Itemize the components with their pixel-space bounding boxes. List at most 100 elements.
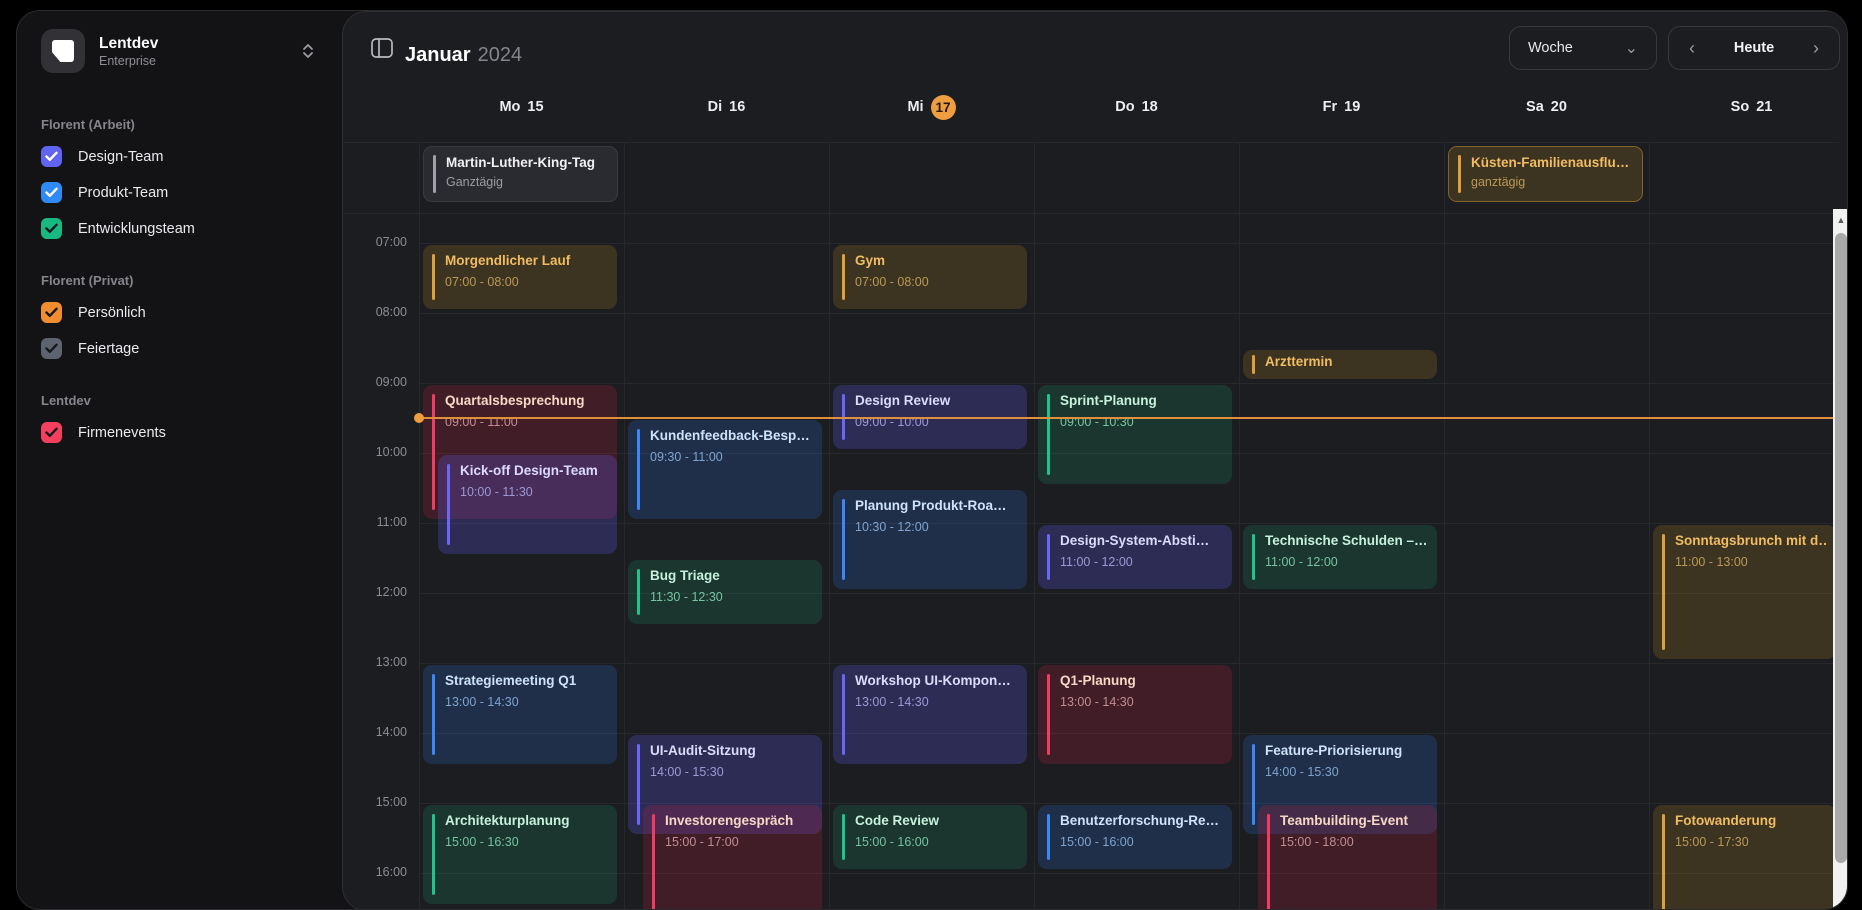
calendar-list-item[interactable]: Design-Team [41, 146, 318, 167]
event[interactable]: Sprint-Planung 09:00 - 10:30 [1038, 385, 1232, 484]
hour-gridline [419, 453, 1839, 454]
event[interactable]: Strategiemeeting Q1 13:00 - 14:30 [423, 665, 617, 764]
hour-gridline [419, 873, 1839, 874]
org-switcher[interactable]: Lentdev Enterprise [41, 29, 318, 73]
hour-gridline [419, 663, 1839, 664]
event-title: Kundenfeedback-Besp… [650, 428, 810, 443]
scrollbar-thumb[interactable] [1835, 233, 1847, 863]
sidebar-toggle-icon[interactable] [371, 38, 393, 58]
day-label: Do [1115, 99, 1135, 115]
event-color-bar [842, 674, 845, 755]
event[interactable]: Benutzerforschung-Re… 15:00 - 16:00 [1038, 805, 1232, 869]
calendar-list-label: Produkt-Team [78, 184, 169, 201]
event[interactable]: Code Review 15:00 - 16:00 [833, 805, 1027, 869]
day-header-mi: Mi 17 [829, 94, 1034, 120]
time-label: 11:00 [376, 515, 407, 529]
day-label: So [1730, 99, 1750, 115]
event[interactable]: Architekturplanung 15:00 - 16:30 [423, 805, 617, 904]
today-date-badge: 17 [930, 94, 956, 120]
event[interactable]: Q1-Planung 13:00 - 14:30 [1038, 665, 1232, 764]
event-color-bar [447, 464, 450, 545]
checkbox-checked-icon[interactable] [41, 338, 62, 359]
checkbox-checked-icon[interactable] [41, 302, 62, 323]
time-label: 13:00 [375, 655, 407, 669]
hour-gridline [419, 733, 1839, 734]
calendar-list-item[interactable]: Feiertage [41, 338, 318, 359]
event-time: 14:00 - 15:30 [1265, 765, 1339, 779]
org-logo [41, 29, 85, 73]
event[interactable]: Fotowanderung 15:00 - 17:30 [1653, 805, 1836, 909]
column-separator [1444, 142, 1445, 909]
day-header-sa: Sa 20 [1444, 94, 1649, 120]
event-title: Martin-Luther-King-Tag [446, 155, 595, 170]
event[interactable]: Feature-Priorisierung 14:00 - 15:30 [1243, 735, 1437, 834]
day-header-do: Do 18 [1034, 94, 1239, 120]
event[interactable]: Bug Triage 11:30 - 12:30 [628, 560, 822, 624]
title-year: 2024 [477, 44, 523, 66]
time-label: 10:00 [375, 445, 407, 459]
lentdev-logo-icon [52, 40, 74, 62]
event[interactable]: UI-Audit-Sitzung 14:00 - 15:30 [628, 735, 822, 834]
hour-gridline [419, 803, 1839, 804]
event[interactable]: Sonntagsbrunch mit d… 11:00 - 13:00 [1653, 525, 1836, 659]
event[interactable]: Investorengespräch 15:00 - 17:00 [643, 805, 822, 909]
checkbox-checked-icon[interactable] [41, 182, 62, 203]
checkbox-checked-icon[interactable] [41, 146, 62, 167]
event-color-bar [432, 254, 435, 300]
allday-event[interactable]: Martin-Luther-King-Tag Ganztägig [423, 146, 618, 202]
org-text: Lentdev Enterprise [99, 34, 158, 69]
event[interactable]: Planung Produkt-Roa… 10:30 - 12:00 [833, 490, 1027, 589]
event-color-bar [1047, 534, 1050, 580]
time-label: 07:00 [375, 235, 407, 249]
day-label: Fr [1322, 99, 1338, 115]
checkbox-checked-icon[interactable] [41, 218, 62, 239]
event[interactable]: Kundenfeedback-Besp… 09:30 - 11:00 [628, 420, 822, 519]
hour-gridline [419, 313, 1839, 314]
event-title: Kick-off Design-Team [460, 463, 598, 478]
allday-event[interactable]: Küsten-Familienausflu… ganztägig [1448, 146, 1643, 202]
prev-week-button[interactable]: ‹ [1689, 38, 1695, 58]
day-header-fr: Fr 19 [1239, 94, 1444, 120]
calendar-list-item[interactable]: Produkt-Team [41, 182, 318, 203]
column-separator [1034, 142, 1035, 909]
current-time-dot [414, 413, 424, 423]
calendar-panel: Januar 2024 Woche ⌄ ‹ Heute › Mo 15 Di 16 Mi 1… [342, 11, 1847, 909]
day-date: 20 [1550, 99, 1567, 115]
event[interactable]: Design-System-Absti… 11:00 - 12:00 [1038, 525, 1232, 589]
event-color-bar [637, 569, 640, 615]
column-separator [419, 142, 420, 909]
event-title: Technische Schulden –… [1265, 533, 1428, 548]
event-title: Sonntagsbrunch mit d… [1675, 533, 1828, 548]
scrollbar[interactable]: ▲ [1833, 209, 1847, 909]
calendar-list-item[interactable]: Persönlich [41, 302, 318, 323]
event[interactable]: Morgendlicher Lauf 07:00 - 08:00 [423, 245, 617, 309]
event[interactable]: Quartalsbesprechung 09:00 - 11:00 [423, 385, 617, 519]
today-button[interactable]: Heute [1733, 40, 1775, 56]
event[interactable]: Kick-off Design-Team 10:00 - 11:30 [438, 455, 617, 554]
calendar-list-item[interactable]: Firmenevents [41, 422, 318, 443]
event[interactable]: Technische Schulden –… 11:00 - 12:00 [1243, 525, 1437, 589]
view-select[interactable]: Woche ⌄ [1509, 26, 1657, 70]
next-week-button[interactable]: › [1812, 38, 1819, 58]
event-title: Feature-Priorisierung [1265, 743, 1403, 758]
event-color-bar [1662, 534, 1665, 650]
event[interactable]: Gym 07:00 - 08:00 [833, 245, 1027, 309]
event[interactable]: Arzttermin [1243, 350, 1437, 379]
checkbox-checked-icon[interactable] [41, 422, 62, 443]
event[interactable]: Workshop UI-Kompon… 13:00 - 14:30 [833, 665, 1027, 764]
event-color-bar [637, 429, 640, 510]
calendar-list-label: Feiertage [78, 340, 140, 357]
calendar-list-item[interactable]: Entwicklungsteam [41, 218, 318, 239]
chevron-updown-icon[interactable] [300, 41, 316, 66]
event-time: 07:00 - 08:00 [855, 275, 929, 289]
event-color-bar [842, 814, 845, 860]
event-color-bar [1252, 355, 1255, 374]
event-color-bar [1267, 814, 1270, 909]
scrollbar-up-arrow-icon[interactable]: ▲ [1836, 215, 1846, 225]
time-label: 14:00 [375, 725, 407, 739]
event-color-bar [432, 674, 435, 755]
event-time: 10:30 - 12:00 [855, 520, 929, 534]
event-color-bar [1047, 394, 1050, 475]
event[interactable]: Teambuilding-Event 15:00 - 18:00 [1258, 805, 1437, 909]
hour-gridline [419, 243, 1839, 244]
